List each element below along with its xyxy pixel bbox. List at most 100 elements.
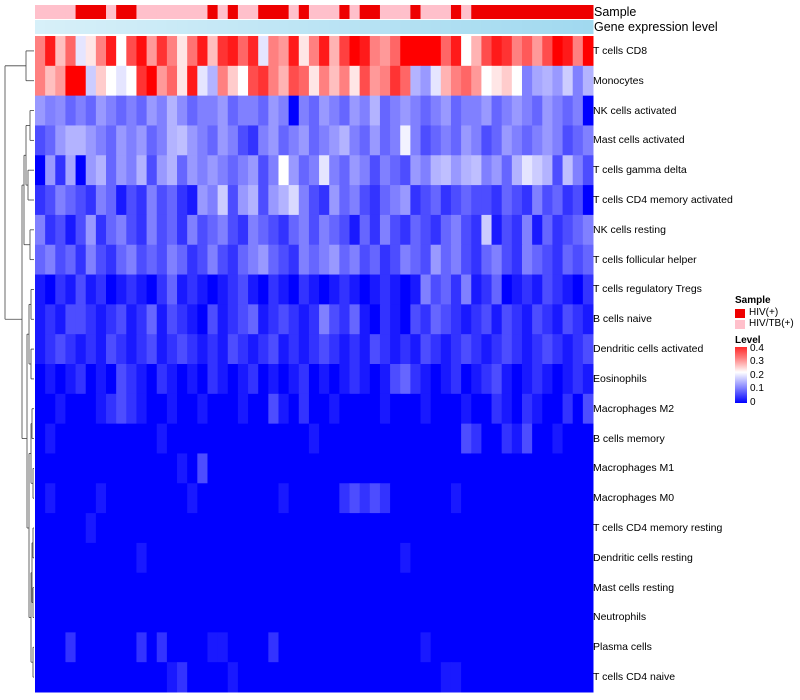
heatmap-cell: [298, 36, 310, 67]
heatmap-cell: [298, 453, 310, 484]
heatmap-cell: [116, 244, 127, 276]
heatmap-cell: [400, 125, 411, 156]
heatmap-cell: [207, 125, 219, 156]
heatmap-cell: [156, 393, 168, 425]
heatmap-cell: [369, 304, 381, 335]
heatmap-cell: [268, 542, 279, 574]
heatmap-cell: [207, 334, 219, 365]
heatmap-cell: [197, 214, 208, 246]
heatmap-cell: [55, 65, 66, 97]
heatmap-cell: [481, 304, 493, 335]
heatmap-cell: [95, 572, 107, 604]
sample-cell: [501, 5, 513, 19]
heatmap-cell: [65, 65, 77, 97]
row-label: Macrophages M2: [593, 402, 675, 415]
heatmap-cell: [582, 423, 594, 454]
gene-expression-cell: [278, 20, 290, 34]
legend-label-hivtb: HIV/TB(+): [749, 318, 794, 329]
heatmap-cell: [521, 572, 533, 604]
heatmap-cell: [75, 185, 87, 216]
heatmap-cell: [542, 483, 553, 514]
heatmap-cell: [562, 662, 574, 693]
heatmap-cell: [450, 155, 462, 186]
gene-expression-cell: [461, 20, 472, 34]
heatmap-cell: [329, 214, 340, 246]
gene-expression-cell: [430, 20, 442, 34]
heatmap-cell: [542, 632, 553, 663]
sample-cell: [197, 5, 208, 19]
heatmap-cell: [511, 214, 523, 246]
heatmap-cell: [106, 125, 117, 156]
heatmap-cell: [390, 572, 401, 604]
heatmap-cell: [461, 423, 472, 454]
heatmap-cell: [116, 632, 127, 663]
sample-cell: [35, 5, 46, 19]
heatmap-cell: [481, 244, 493, 276]
heatmap-cell: [45, 125, 56, 156]
heatmap-cell: [288, 185, 300, 216]
heatmap-cell: [379, 602, 391, 633]
heatmap-cell: [207, 423, 219, 454]
heatmap-cell: [217, 65, 229, 97]
heatmap-cell: [106, 572, 117, 604]
heatmap-cell: [430, 513, 442, 544]
heatmap-cell: [329, 602, 340, 633]
heatmap-cell: [126, 632, 137, 663]
heatmap-cell: [410, 453, 422, 484]
sample-cell: [420, 5, 432, 19]
heatmap-cell: [521, 95, 533, 126]
heatmap-cell: [349, 36, 361, 67]
heatmap-cell: [65, 214, 77, 246]
heatmap-cell: [461, 632, 472, 663]
heatmap-cell: [268, 572, 279, 604]
heatmap-cell: [521, 155, 533, 186]
heatmap-cell: [572, 244, 584, 276]
heatmap-cell: [268, 274, 279, 305]
heatmap-cell: [278, 662, 290, 693]
heatmap-cell: [248, 125, 259, 156]
heatmap-cell: [339, 632, 351, 663]
heatmap-cell: [136, 423, 148, 454]
sample-cell: [146, 5, 158, 19]
heatmap-cell: [278, 214, 290, 246]
heatmap-cell: [461, 65, 472, 97]
heatmap-cell: [562, 244, 574, 276]
heatmap-cell: [501, 662, 513, 693]
heatmap-cell: [552, 95, 564, 126]
heatmap-cell: [572, 632, 584, 663]
heatmap-cell: [562, 274, 574, 305]
heatmap-cell: [349, 214, 361, 246]
heatmap-cell: [532, 214, 543, 246]
heatmap-cell: [106, 513, 117, 544]
heatmap-cell: [410, 214, 422, 246]
heatmap-cell: [146, 542, 158, 574]
heatmap-cell: [278, 602, 290, 633]
gene-expression-cell: [166, 20, 178, 34]
heatmap-cell: [511, 602, 523, 633]
heatmap-cell: [481, 572, 493, 604]
heatmap-cell: [359, 483, 371, 514]
heatmap-cell: [166, 155, 178, 186]
heatmap-cell: [248, 244, 259, 276]
heatmap-cell: [501, 274, 513, 305]
heatmap-cell: [379, 513, 391, 544]
heatmap-cell: [461, 304, 472, 335]
heatmap-cell: [572, 95, 584, 126]
heatmap-cell: [35, 393, 46, 425]
heatmap-cell: [55, 36, 66, 67]
heatmap-cell: [166, 483, 178, 514]
heatmap-cell: [55, 542, 66, 574]
heatmap-cell: [65, 483, 77, 514]
heatmap-cell: [258, 185, 269, 216]
heatmap-cell: [410, 513, 422, 544]
heatmap-cell: [572, 364, 584, 395]
heatmap-cell: [420, 483, 432, 514]
heatmap-cell: [532, 364, 543, 395]
heatmap-cell: [85, 423, 97, 454]
heatmap-cell: [582, 125, 594, 156]
heatmap-cell: [116, 602, 127, 633]
heatmap-cell: [430, 662, 442, 693]
heatmap-cell: [197, 95, 208, 126]
heatmap-cell: [349, 602, 361, 633]
heatmap-cell: [501, 214, 513, 246]
